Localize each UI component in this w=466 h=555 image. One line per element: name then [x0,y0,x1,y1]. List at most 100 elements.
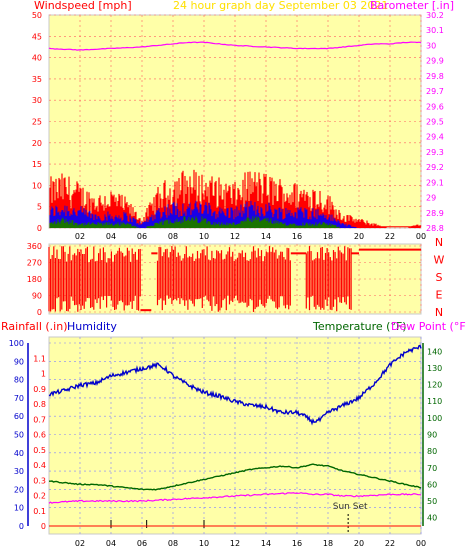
humidity-tick: 20 [14,485,24,494]
hour-tick: 12 [230,232,240,241]
dewpoint-line [48,492,422,504]
humidity-tick: 70 [14,394,24,403]
climate-hour-tick-labels: 02 04 06 08 10 12 14 16 18 20 22 00 [75,539,426,548]
barometer-tick: 30.2 [426,11,444,20]
humidity-axis-title: Humidity [67,320,117,333]
barometer-tick: 29.3 [426,148,444,157]
wind-series [48,41,422,228]
hour-tick: 14 [261,539,271,548]
barometer-tick: 28.8 [426,224,444,233]
barometer-tick: 29.2 [426,163,444,172]
hour-tick: 20 [354,232,364,241]
windspeed-tick: 10 [32,181,42,190]
compass-label: W [434,254,445,267]
humidity-line [48,344,422,426]
hour-tick: 18 [323,232,333,241]
windspeed-tick: 0 [37,224,42,233]
compass-label: E [436,289,443,302]
windspeed-tick: 35 [32,75,42,84]
hour-tick: 16 [292,232,302,241]
temperature-line [49,463,422,491]
temperature-tick: 50 [427,497,437,506]
rainfall-tick-labels: 0 0.1 0.2 0.3 0.4 0.5 0.6 0.7 0.8 0.9 1 1.1 [27,343,46,531]
rainfall-tick: 0.1 [33,507,46,516]
temperature-tick: 100 [427,414,442,423]
barometer-tick: 29.7 [426,87,444,96]
direction-tick: 360 [27,242,42,251]
rainfall-tick: 0.3 [33,476,46,485]
temperature-tick: 110 [427,397,442,406]
compass-label: N [435,306,443,319]
barometer-tick: 29.9 [426,57,444,66]
barometer-tick: 29 [426,194,436,203]
sunset-annotation: Sun Set [333,502,368,512]
hour-tick: 04 [106,539,116,548]
hour-tick: 22 [385,539,395,548]
hour-tick: 04 [106,232,116,241]
windspeed-tick: 20 [32,139,42,148]
hour-tick: 06 [137,232,147,241]
humidity-tick: 0 [19,522,24,531]
windspeed-tick: 50 [32,11,42,20]
compass-label: N [435,236,443,249]
direction-series [48,246,421,312]
humidity-tick: 90 [14,357,24,366]
humidity-tick: 80 [14,376,24,385]
graph-date-title: 24 hour graph day September 03 2021 [173,0,388,12]
climate-series [48,344,422,532]
temperature-tick: 140 [427,347,442,356]
windspeed-tick: 25 [32,118,42,127]
hour-tick: 08 [168,232,178,241]
rainfall-tick: 0.9 [33,385,46,394]
direction-tick-labels: 0 90 180 270 360 [27,242,42,317]
hour-tick: 02 [75,232,85,241]
humidity-tick: 40 [14,449,24,458]
hour-tick: 14 [261,232,271,241]
compass-label: S [436,271,443,284]
barometer-tick: 29.6 [426,102,444,111]
rainfall-tick: 0.6 [33,431,46,440]
wind-hour-tick-labels: 02 04 06 08 10 12 14 16 18 20 22 00 [75,232,426,241]
rainfall-tick: 0 [41,522,46,531]
humidity-tick: 60 [14,412,24,421]
temperature-tick: 130 [427,364,442,373]
hour-tick: 18 [323,539,333,548]
temperature-tick: 60 [427,480,437,489]
barometer-tick: 29.1 [426,178,444,187]
temperature-axis-title: Temperature (°F) [312,320,407,333]
windspeed-tick: 45 [32,32,42,41]
temperature-tick: 70 [427,464,437,473]
barometer-line [48,41,422,51]
rainfall-tick: 1.1 [33,354,46,363]
barometer-tick: 30.1 [426,26,444,35]
hour-tick: 10 [199,539,209,548]
windspeed-tick: 5 [37,203,42,212]
barometer-tick: 30 [426,41,436,50]
dewpoint-axis-title: Dew Point (°F) [391,320,466,333]
temperature-tick: 90 [427,431,437,440]
direction-tick: 180 [27,275,42,284]
windspeed-tick-labels: 0 5 10 15 20 25 30 35 40 45 50 [32,11,42,233]
hour-tick: 16 [292,539,302,548]
windspeed-axis-title: Windspeed [mph] [34,0,132,12]
rainfall-tick: 0.2 [33,492,46,501]
temperature-tick: 40 [427,514,437,523]
hour-tick: 00 [416,232,426,241]
wind-panel-grid [49,14,422,229]
hour-tick: 22 [385,232,395,241]
hour-tick: 08 [168,539,178,548]
humidity-tick: 100 [9,339,24,348]
temperature-tick: 80 [427,447,437,456]
rainfall-tick: 0.7 [33,415,46,424]
windspeed-tick: 15 [32,160,42,169]
direction-tick: 90 [32,292,42,301]
hour-tick: 00 [416,539,426,548]
barometer-tick: 29.5 [426,118,444,127]
humidity-tick: 30 [14,467,24,476]
humidity-tick: 10 [14,504,24,513]
rainfall-tick: 0.4 [33,461,46,470]
barometer-tick: 29.4 [426,133,444,142]
hour-tick: 10 [199,232,209,241]
